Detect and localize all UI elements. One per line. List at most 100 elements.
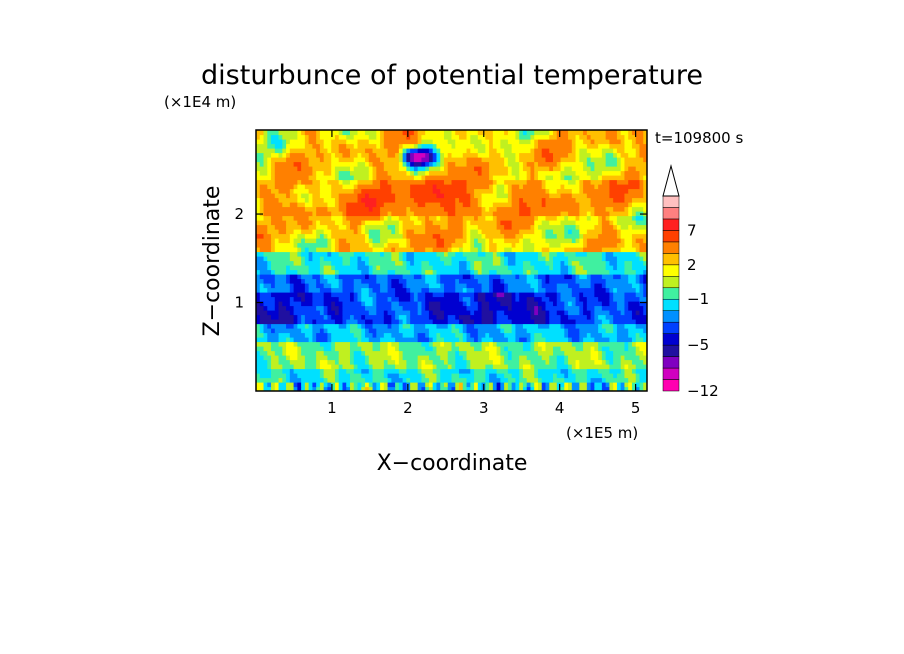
contour-cell xyxy=(417,202,426,208)
contour-cell xyxy=(534,175,539,181)
contour-cell xyxy=(319,184,332,190)
contour-cell xyxy=(380,229,392,235)
contour-cell xyxy=(421,260,430,266)
contour-cell xyxy=(526,179,543,185)
contour-cell xyxy=(267,184,276,190)
contour-cell xyxy=(327,179,340,185)
contour-cell xyxy=(368,161,374,167)
contour-cell xyxy=(406,148,411,154)
contour-cell xyxy=(537,287,547,293)
contour-cell xyxy=(297,382,302,388)
contour-cell xyxy=(376,301,392,307)
contour-cell xyxy=(376,386,381,391)
contour-cell xyxy=(470,364,486,370)
contour-cell xyxy=(278,130,298,136)
contour-cell xyxy=(440,332,456,338)
contour-cell xyxy=(308,157,321,163)
colorbar-tick-label: −5 xyxy=(687,336,709,354)
contour-cell xyxy=(308,265,321,271)
contour-cell xyxy=(609,382,614,388)
contour-cell xyxy=(391,278,400,284)
contour-cell xyxy=(443,157,468,163)
contour-cell xyxy=(365,202,377,208)
contour-cell xyxy=(323,274,336,280)
contour-cell xyxy=(451,247,460,253)
contour-cell xyxy=(357,265,370,271)
contour-cell xyxy=(402,323,411,329)
contour-cell xyxy=(428,337,434,343)
contour-cell xyxy=(297,314,302,320)
contour-cell xyxy=(571,301,577,307)
contour-cell xyxy=(334,373,340,379)
contour-cell xyxy=(353,359,366,365)
contour-cell xyxy=(368,260,396,266)
contour-cell xyxy=(259,184,268,190)
contour-cell xyxy=(568,256,603,262)
contour-cell xyxy=(628,206,633,212)
contour-cell xyxy=(327,278,340,284)
contour-cell xyxy=(319,373,325,379)
contour-cell xyxy=(308,247,317,253)
contour-cell xyxy=(372,148,389,154)
contour-cell xyxy=(620,224,629,230)
contour-cell xyxy=(368,364,374,370)
contour-cell xyxy=(301,346,325,352)
contour-cell xyxy=(436,350,449,356)
contour-cell xyxy=(256,283,261,289)
contour-cell xyxy=(579,296,588,302)
contour-cell xyxy=(357,292,362,298)
contour-cell xyxy=(474,310,483,316)
contour-cell xyxy=(583,238,588,244)
contour-cell xyxy=(256,229,268,235)
contour-cell xyxy=(466,305,479,311)
contour-cell xyxy=(616,161,622,167)
contour-cell xyxy=(470,260,475,266)
contour-cell xyxy=(256,301,261,307)
contour-cell xyxy=(334,310,340,316)
contour-cell xyxy=(428,305,441,311)
contour-cell xyxy=(579,211,588,217)
contour-cell xyxy=(282,202,291,208)
contour-cell xyxy=(267,224,276,230)
contour-cell xyxy=(342,310,370,316)
contour-cell xyxy=(312,256,321,262)
contour-cell xyxy=(402,152,407,158)
contour-cell xyxy=(304,359,317,365)
contour-cell xyxy=(534,215,539,221)
contour-cell xyxy=(575,139,584,145)
contour-cell xyxy=(357,152,362,158)
contour-cell xyxy=(586,242,618,248)
contour-cell xyxy=(507,256,517,262)
contour-cell xyxy=(297,350,302,356)
contour-cell xyxy=(643,188,647,194)
contour-cell xyxy=(519,175,528,181)
contour-cell xyxy=(609,260,618,266)
contour-cell xyxy=(301,314,306,320)
contour-cell xyxy=(425,323,438,329)
contour-cell xyxy=(380,238,389,244)
contour-cell xyxy=(534,224,539,230)
contour-cell xyxy=(462,215,475,221)
contour-cell xyxy=(504,373,513,379)
contour-cell xyxy=(590,314,595,320)
contour-cell xyxy=(297,292,306,298)
contour-cell xyxy=(349,152,359,158)
contour-cell xyxy=(609,184,641,190)
contour-cell xyxy=(579,229,588,235)
contour-cell xyxy=(380,386,385,391)
contour-cell xyxy=(432,310,445,316)
contour-cell xyxy=(620,166,626,172)
contour-cell xyxy=(413,229,426,235)
contour-cell xyxy=(383,139,419,145)
contour-cell xyxy=(564,247,584,253)
contour-cell xyxy=(256,310,268,316)
contour-cell xyxy=(605,377,629,383)
contour-cell xyxy=(353,292,359,298)
contour-cell xyxy=(413,166,419,172)
contour-cell xyxy=(534,373,539,379)
contour-cell xyxy=(575,359,580,365)
contour-cell xyxy=(481,139,490,145)
contour-cell xyxy=(631,242,641,248)
contour-cell xyxy=(575,215,580,221)
